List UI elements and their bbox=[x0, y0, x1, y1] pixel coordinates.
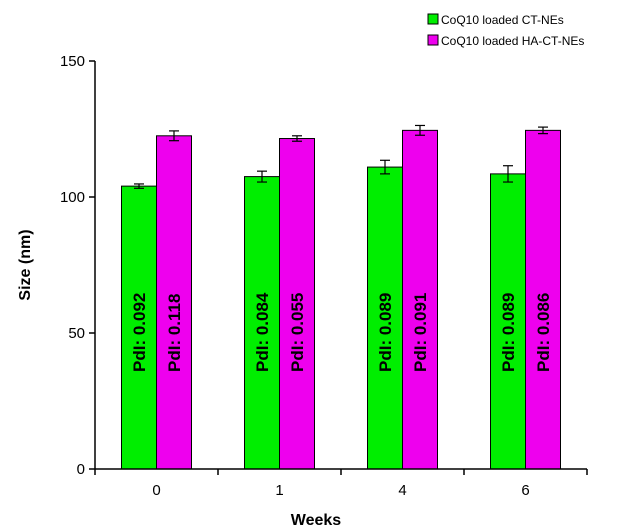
bar-ct-nes bbox=[121, 185, 157, 470]
y-tick-label: 100 bbox=[60, 189, 85, 206]
x-tick-label: 1 bbox=[275, 482, 283, 499]
pdi-data-label: PdI: 0.118 bbox=[165, 294, 184, 372]
error-bar bbox=[503, 165, 513, 183]
pdi-data-label: PdI: 0.084 bbox=[253, 292, 272, 372]
y-axis-title: Size (nm) bbox=[17, 229, 34, 300]
x-axis-ticks: 0 1 4 6 bbox=[94, 469, 588, 499]
pdi-data-label: PdI: 0.089 bbox=[499, 293, 518, 372]
legend-swatch bbox=[427, 13, 439, 25]
pdi-data-label: PdI: 0.055 bbox=[288, 293, 307, 372]
y-tick-label: 0 bbox=[77, 461, 85, 478]
x-axis-title: Weeks bbox=[291, 512, 342, 529]
error-bar bbox=[380, 159, 390, 175]
error-bar bbox=[415, 124, 425, 136]
legend: CoQ10 loaded CT-NEs CoQ10 loaded HA-CT-NE… bbox=[427, 13, 584, 48]
y-axis-ticks: 0 50 100 150 bbox=[60, 53, 95, 478]
error-bar bbox=[538, 126, 548, 135]
legend-swatch bbox=[427, 34, 439, 46]
x-tick-label: 6 bbox=[521, 482, 529, 499]
pdi-data-label: PdI: 0.092 bbox=[130, 293, 149, 372]
error-bar bbox=[292, 135, 302, 142]
plot-area: PdI: 0.092 PdI: 0.118 PdI: 0.084 PdI: 0.055… bbox=[121, 124, 561, 470]
pdi-data-label: PdI: 0.086 bbox=[534, 293, 553, 372]
y-tick-label: 150 bbox=[60, 53, 85, 70]
bar-ha-ct-nes bbox=[525, 129, 561, 470]
legend-item: CoQ10 loaded HA-CT-NEs bbox=[427, 34, 584, 48]
legend-item: CoQ10 loaded CT-NEs bbox=[427, 13, 564, 27]
x-tick-label: 4 bbox=[398, 482, 406, 499]
error-bar bbox=[169, 130, 179, 142]
legend-label: CoQ10 loaded CT-NEs bbox=[441, 13, 564, 27]
error-bar bbox=[257, 170, 267, 183]
pdi-data-label: PdI: 0.089 bbox=[376, 293, 395, 372]
x-tick-label: 0 bbox=[152, 482, 160, 499]
error-bar bbox=[134, 183, 144, 189]
y-tick-label: 50 bbox=[68, 325, 85, 342]
pdi-data-label: PdI: 0.091 bbox=[411, 293, 430, 372]
legend-label: CoQ10 loaded HA-CT-NEs bbox=[441, 34, 584, 48]
